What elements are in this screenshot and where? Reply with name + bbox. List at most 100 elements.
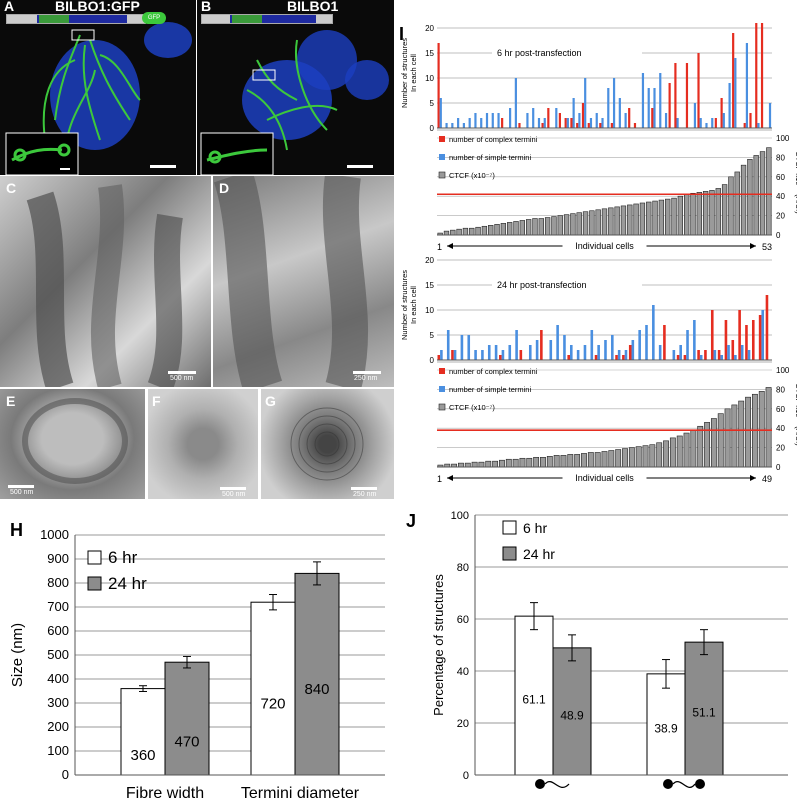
panel-a-image: GFP A BILBO1:GFP (0, 0, 196, 175)
bar (294, 572, 340, 776)
ctcf-bar (702, 191, 709, 236)
ctcf-bar (601, 451, 608, 468)
bar (684, 641, 724, 776)
ctcf-bar (594, 452, 601, 468)
simple-termini-bar (641, 73, 645, 128)
ctcf-bar (481, 225, 488, 236)
ctcf-bar (505, 458, 512, 468)
complex-termini-bar (599, 123, 602, 128)
simple-termini-bar (713, 350, 717, 360)
complex-termini-bar (633, 123, 637, 128)
complex-termini-bar (437, 355, 441, 360)
complex-termini-bar (685, 63, 689, 128)
x-start-label: 1 (437, 474, 442, 484)
ctcf-bar (443, 230, 450, 236)
simple-termini-bar (543, 118, 546, 128)
simple-termini-bar (676, 118, 679, 128)
right-tick-label: 80 (776, 153, 785, 162)
nucleus-shape (297, 30, 357, 90)
nucleus-shape (345, 60, 389, 100)
y-tick-label: 80 (457, 562, 469, 574)
ctcf-bar (532, 218, 538, 236)
xlabel-bg (562, 239, 647, 251)
complex-termini-bar (749, 113, 752, 128)
y-tick-label: 300 (47, 695, 69, 710)
title-bg (492, 277, 642, 291)
simple-termini-bar (624, 113, 627, 128)
right-tick-label: 80 (776, 385, 785, 394)
y-tick-label: 15 (425, 49, 434, 58)
ctcf-bar (560, 455, 567, 468)
ctcf-bar (615, 449, 622, 468)
y-axis-label: Percentage of structures (431, 574, 446, 716)
simple-termini-bar (595, 113, 598, 128)
simple-termini-bar (734, 355, 737, 360)
simple-termini-bar (647, 88, 650, 128)
scale-bar-text: 250 nm (353, 491, 377, 498)
simple-termini-bar (757, 123, 760, 128)
ctcf-bar (581, 453, 587, 468)
x-end-label: 53 (762, 242, 772, 252)
ctcf-bar (512, 458, 519, 468)
legend-swatch (438, 171, 446, 179)
simple-termini-bar (727, 345, 730, 360)
simple-termini-bar (699, 355, 703, 360)
simple-termini-bar (563, 335, 566, 360)
right-tick-label: 60 (776, 405, 785, 414)
y-tick-label: 10 (425, 306, 434, 315)
chart-title: 6 hr post-transfection (497, 48, 582, 58)
bar-value-label: 48.9 (560, 708, 584, 722)
simple-termini-bar (761, 310, 765, 360)
simple-termini-bar (612, 78, 616, 128)
complex-termini-bar (676, 355, 680, 360)
ctcf-bar (494, 224, 500, 236)
complex-termini-bar (731, 340, 735, 360)
simple-termini-bar (601, 118, 604, 128)
ctcf-bar (450, 229, 456, 236)
ctcf-bar (608, 450, 615, 468)
x-category-label: Fibre width (126, 785, 204, 800)
right-tick-label: 40 (776, 424, 785, 433)
scale-bar-text: 500 nm (10, 489, 34, 496)
simple-termini-bar (481, 350, 484, 360)
simple-termini-bar (693, 103, 697, 128)
ctcf-bar (525, 219, 532, 236)
panel-c-micrograph (26, 184, 183, 387)
simple-termini-bar (611, 335, 614, 360)
ctcf-bar (683, 432, 690, 468)
complex-termini-bar (581, 103, 585, 128)
panel-f-image: F 500 nm (148, 389, 258, 499)
chart-h: 0 100 200 300 400 500 600 700 800 900 1000 H Size (n… (9, 520, 385, 800)
ctcf-bar (734, 171, 740, 236)
ctcf-bar (563, 214, 570, 236)
ctcf-bar (464, 462, 471, 468)
ctcf-bar (500, 223, 507, 236)
ctcf-bar (576, 212, 582, 236)
ctcf-bar (499, 459, 505, 468)
ctcf-bar (557, 215, 563, 236)
simple-termini-bar (722, 113, 725, 128)
complex-termini-bar (755, 23, 758, 128)
simple-termini-bar (501, 350, 505, 360)
legend-label: number of complex termini (449, 135, 538, 144)
ctcf-bar (519, 457, 526, 468)
simple-termini-bar (617, 350, 621, 360)
ctcf-bar (614, 206, 620, 236)
x-arrow-right (750, 475, 756, 481)
panel-label: I (399, 24, 404, 44)
bar-value-label: 61.1 (522, 693, 546, 707)
simple-termini-bar (468, 118, 471, 128)
nucleus-shape (144, 22, 192, 58)
right-tick-label: 100 (776, 134, 790, 143)
complex-termini-bar (547, 108, 550, 128)
simple-termini-bar (514, 78, 517, 128)
panel-a-title: BILBO1:GFP (55, 0, 140, 14)
complex-termini-bar (743, 123, 746, 128)
complex-termini-bar (720, 98, 723, 128)
legend-swatch (87, 576, 102, 591)
y-tick-label: 20 (425, 24, 434, 33)
ctcf-bar (620, 205, 627, 236)
legend-swatch (439, 154, 445, 160)
simple-termini-bar (535, 340, 539, 360)
complex-termini-bar (668, 83, 671, 128)
